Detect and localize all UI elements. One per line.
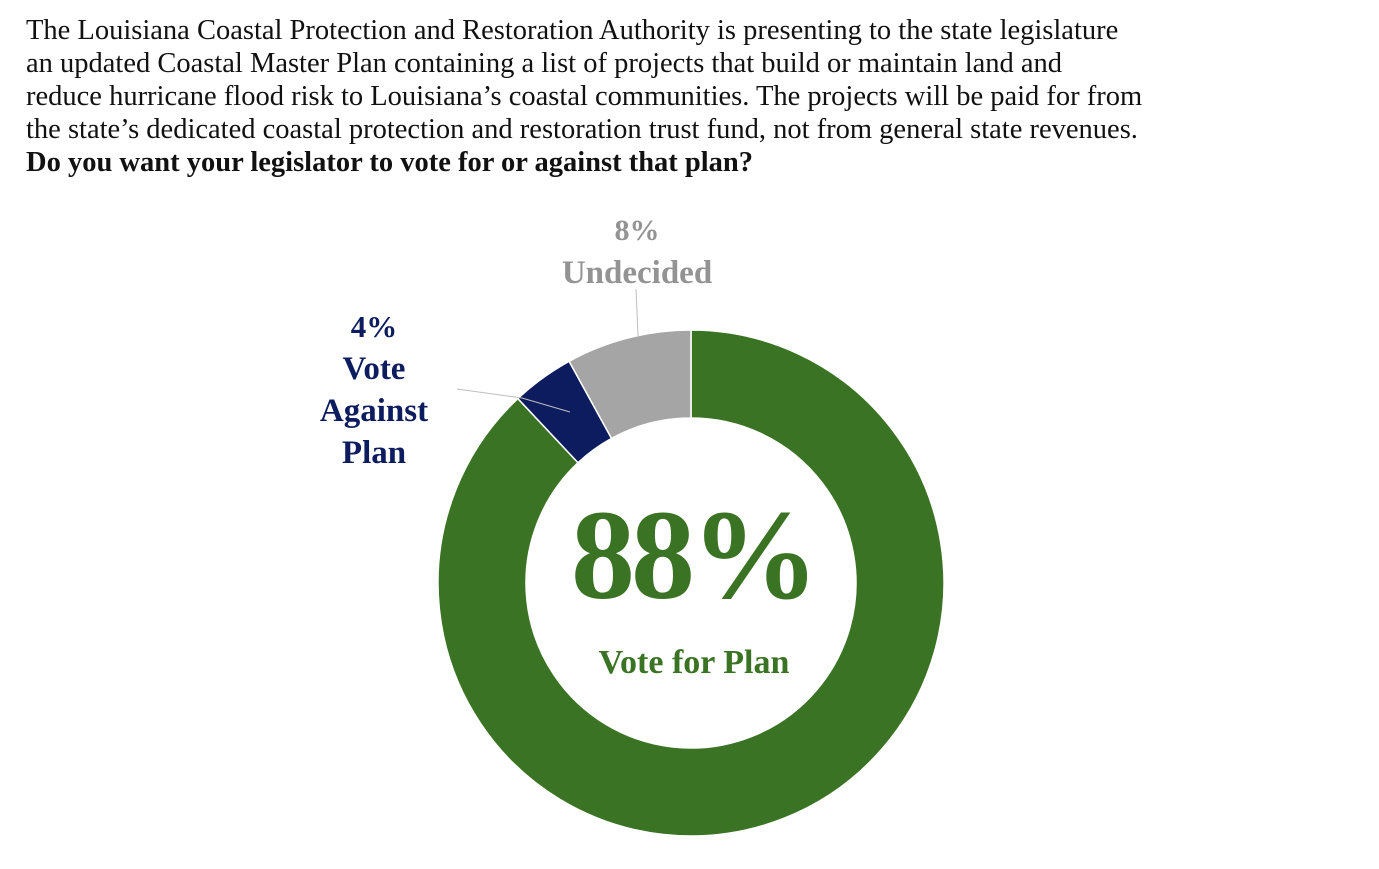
vote-against-value-label: 4%	[351, 309, 398, 344]
question-line-3: reduce hurricane flood risk to Louisiana…	[26, 81, 1143, 112]
question-line-2: an updated Coastal Master Plan containin…	[26, 48, 1063, 79]
vote-against-label-line-2: Against	[320, 393, 428, 429]
question-line-4: the state’s dedicated coastal protection…	[26, 114, 1138, 145]
vote-for-value-label: 88%	[571, 484, 815, 626]
donut-slice-undecided	[568, 329, 692, 440]
vote-for-label: Vote for Plan	[599, 644, 790, 681]
leader-line-undecided	[635, 288, 639, 337]
vote-against-label-line-3: Plan	[342, 435, 406, 471]
leader-line-vote-against	[456, 388, 571, 413]
undecided-value-label: 8%	[615, 214, 660, 247]
donut-slices	[437, 329, 945, 837]
question-bold-line: Do you want your legislator to vote for …	[26, 147, 754, 178]
vote-against-label-line-1: Vote	[343, 351, 406, 387]
question-text: The Louisiana Coastal Protection and Res…	[26, 14, 1371, 179]
donut-slice-vote-for-plan	[437, 329, 945, 837]
question-line-1: The Louisiana Coastal Protection and Res…	[26, 15, 1119, 46]
undecided-label: Undecided	[562, 255, 712, 291]
